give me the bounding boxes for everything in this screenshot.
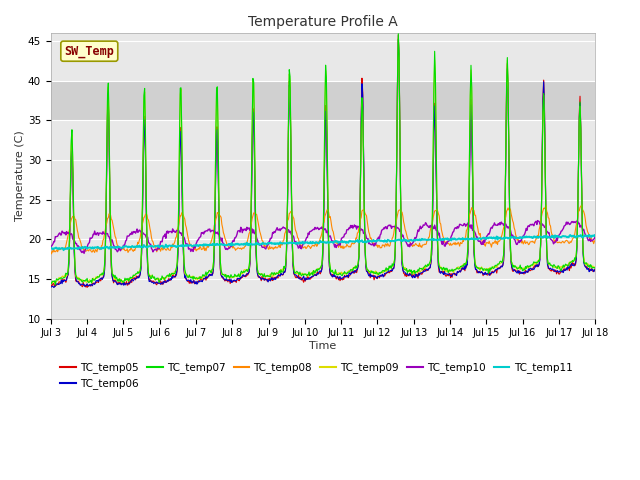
Legend: TC_temp05, TC_temp06, TC_temp07, TC_temp08, TC_temp09, TC_temp10, TC_temp11: TC_temp05, TC_temp06, TC_temp07, TC_temp…: [56, 358, 577, 394]
Y-axis label: Temperature (C): Temperature (C): [15, 131, 25, 221]
X-axis label: Time: Time: [309, 341, 337, 351]
Bar: [51, 81, 595, 120]
Title: Temperature Profile A: Temperature Profile A: [248, 15, 398, 29]
Text: SW_Temp: SW_Temp: [65, 45, 114, 58]
